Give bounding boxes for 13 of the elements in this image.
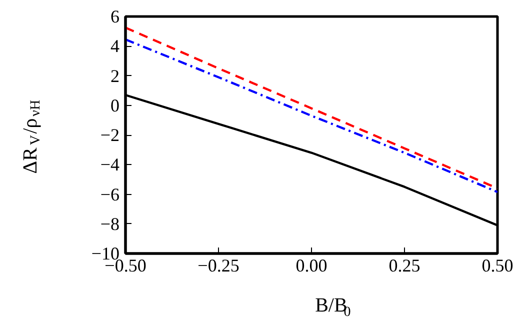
y-tick-label: −2 <box>100 125 120 145</box>
y-axis-title: ΔRV/ρνH <box>20 100 44 174</box>
y-tick-label: 6 <box>110 6 120 26</box>
y-tick-label: 4 <box>110 36 120 56</box>
y-tick-label: −8 <box>100 214 120 234</box>
x-tick-label: 0.50 <box>482 256 514 276</box>
x-tick-label: 0.25 <box>388 256 420 276</box>
y-tick-label: 2 <box>110 66 120 86</box>
x-tick-label: −0.25 <box>198 256 240 276</box>
y-tick-label: 0 <box>110 95 120 116</box>
y-tick-label: −4 <box>100 154 120 175</box>
x-tick-label: 0.00 <box>296 256 328 276</box>
y-tick-label: −6 <box>100 184 120 204</box>
